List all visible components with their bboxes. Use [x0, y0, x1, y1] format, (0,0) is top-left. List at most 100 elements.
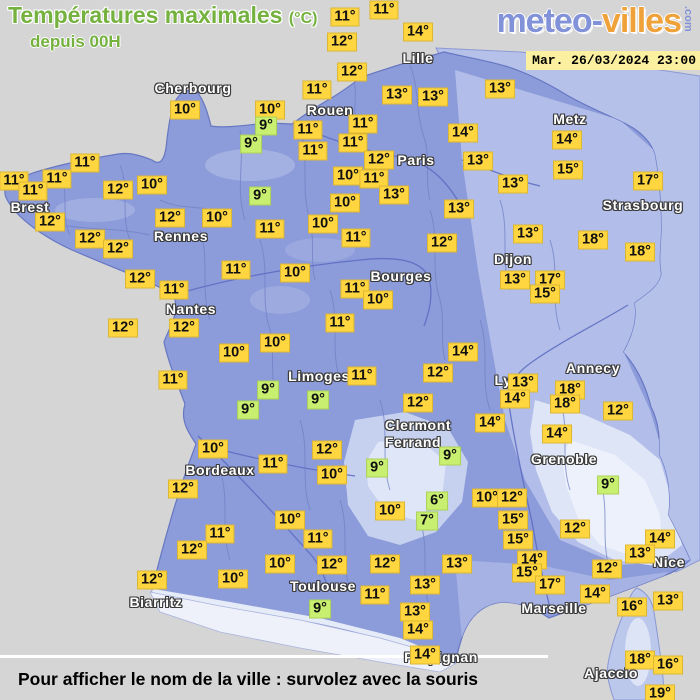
city-label: Strasbourg: [602, 197, 684, 213]
temp-label: 13°: [485, 79, 515, 99]
temp-label: 14°: [475, 413, 505, 433]
temp-label: 9°: [240, 134, 262, 154]
temp-label: 10°: [202, 208, 232, 228]
temp-label: 10°: [255, 100, 285, 120]
temp-label: 12°: [497, 488, 527, 508]
temp-label: 10°: [198, 439, 228, 459]
temp-label: 12°: [177, 540, 207, 560]
temp-label: 18°: [550, 394, 580, 414]
temp-label: 11°: [70, 153, 100, 173]
temp-label: 12°: [560, 519, 590, 539]
temp-label: 12°: [75, 229, 105, 249]
temp-label: 17°: [633, 171, 663, 191]
temp-label: 11°: [18, 181, 48, 201]
temp-label: 10°: [317, 465, 347, 485]
temp-label: 11°: [302, 80, 332, 100]
temp-label: 9°: [255, 116, 277, 136]
city-label: Brest: [10, 199, 50, 215]
temp-label: 9°: [597, 475, 619, 495]
temp-label: 14°: [448, 342, 478, 362]
temp-label: 12°: [103, 239, 133, 259]
page-title-unit: (°C): [288, 10, 318, 27]
page-title-text: Températures maximales: [8, 2, 283, 28]
temp-label: 10°: [260, 333, 290, 353]
brand-logo-tld: .com: [682, 6, 694, 32]
temp-label: 14°: [410, 645, 440, 665]
brand-logo[interactable]: meteo-villes .com: [496, 2, 694, 41]
city-label: Nantes: [165, 301, 217, 317]
page-subtitle: depuis 00H: [30, 32, 121, 51]
temp-label: 13°: [418, 87, 448, 107]
temp-label: 9°: [309, 599, 331, 619]
temp-label: 15°: [498, 510, 528, 530]
city-label: Cherbourg: [154, 80, 232, 96]
temp-label: 12°: [337, 62, 367, 82]
temp-label: 13°: [410, 575, 440, 595]
temp-label: 11°: [205, 524, 235, 544]
temp-label: 11°: [338, 133, 368, 153]
temp-label: 17°: [535, 575, 565, 595]
temp-label: 12°: [103, 180, 133, 200]
temp-label: 13°: [444, 199, 474, 219]
temp-label: 18°: [625, 242, 655, 262]
temp-label: 14°: [542, 424, 572, 444]
temp-label: 12°: [35, 212, 65, 232]
city-label: Rouen: [306, 102, 354, 118]
temp-label: 9°: [366, 458, 388, 478]
city-label: Metz: [553, 111, 587, 127]
temp-label: 10°: [375, 501, 405, 521]
temp-label: 11°: [340, 279, 370, 299]
temp-label: 9°: [439, 446, 461, 466]
temp-label: 12°: [592, 559, 622, 579]
temp-label: 11°: [255, 219, 285, 239]
temp-label: 11°: [293, 120, 323, 140]
temp-label: 11°: [348, 114, 378, 134]
temp-label: 15°: [553, 160, 583, 180]
temp-label: 12°: [364, 150, 394, 170]
temp-label: 14°: [403, 620, 433, 640]
temp-label: 11°: [298, 141, 328, 161]
temp-label: 18°: [625, 650, 655, 670]
brand-logo-part2: villes: [601, 2, 682, 40]
temp-label: 15°: [512, 563, 542, 583]
temp-label: 11°: [158, 370, 188, 390]
temp-label: 13°: [442, 554, 472, 574]
temp-label: 10°: [333, 166, 363, 186]
temp-label: 13°: [500, 270, 530, 290]
city-label: Rennes: [153, 228, 209, 244]
temp-label: 10°: [330, 193, 360, 213]
temp-label: 13°: [625, 544, 655, 564]
temp-label: 16°: [653, 655, 683, 675]
temp-label: 11°: [258, 454, 288, 474]
city-label: Grenoble: [530, 451, 598, 467]
temp-label: 12°: [312, 440, 342, 460]
temp-label: 12°: [169, 318, 199, 338]
temp-label: 12°: [603, 401, 633, 421]
temp-label: 12°: [168, 479, 198, 499]
temp-label: 10°: [170, 100, 200, 120]
temp-label: 11°: [360, 585, 390, 605]
temp-label: 12°: [327, 32, 357, 52]
page-title: Températures maximales (°C): [8, 2, 317, 32]
city-label: Biarritz: [129, 594, 183, 610]
temp-label: 11°: [303, 529, 333, 549]
temp-label: 14°: [500, 389, 530, 409]
temp-label: 13°: [508, 373, 538, 393]
city-label: Limoges: [288, 368, 350, 384]
city-label: Clermont: [384, 417, 452, 433]
temp-label: 10°: [137, 175, 167, 195]
temp-label: 14°: [552, 130, 582, 150]
temp-label: 10°: [363, 290, 393, 310]
temp-label: 13°: [513, 224, 543, 244]
temp-label: 10°: [265, 554, 295, 574]
temp-label: 9°: [237, 400, 259, 420]
city-label: Paris: [397, 152, 435, 168]
city-label: Marseille: [521, 600, 587, 616]
city-label: Ly: [494, 372, 512, 388]
temp-label: 11°: [221, 260, 251, 280]
temp-label: 14°: [645, 529, 675, 549]
temp-label: 13°: [400, 602, 430, 622]
temp-label: 12°: [317, 555, 347, 575]
